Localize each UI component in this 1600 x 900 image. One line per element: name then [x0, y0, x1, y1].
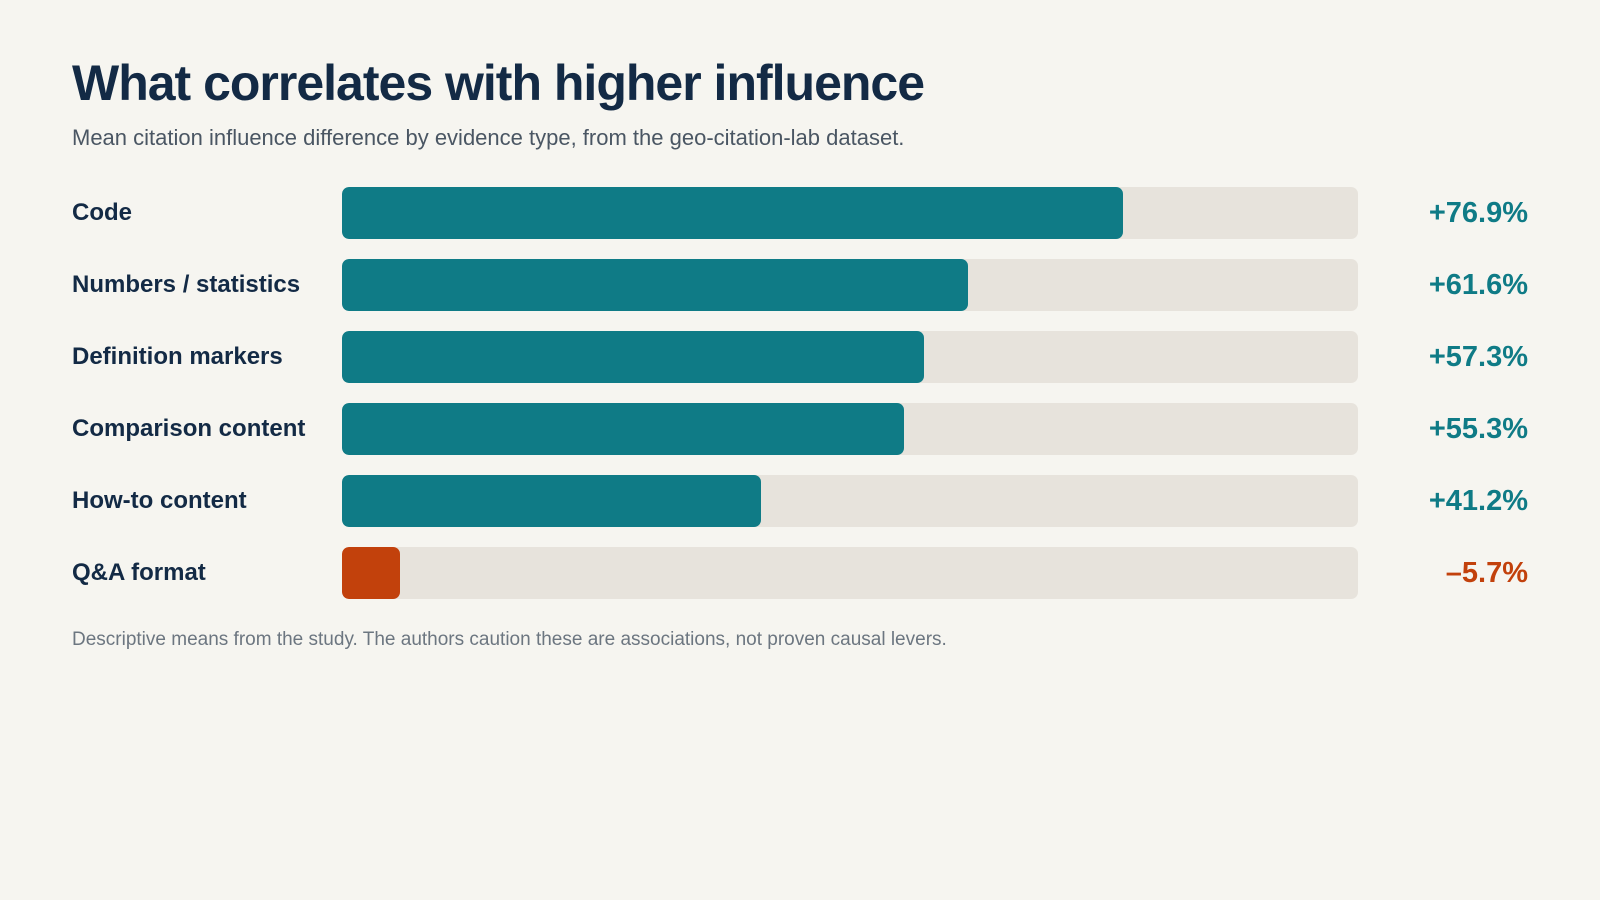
category-label: How-to content: [72, 487, 247, 514]
bar-track: [342, 259, 1358, 311]
bar-track: [342, 331, 1358, 383]
bar: [342, 187, 1124, 239]
chart-footnote: Descriptive means from the study. The au…: [72, 629, 947, 650]
bar-row: Code +76.9%: [72, 187, 1528, 239]
bar: [342, 547, 400, 599]
bar-row: Comparison content +55.3%: [72, 403, 1528, 455]
bar-row: Definition markers +57.3%: [72, 331, 1528, 383]
chart-title: What correlates with higher influence: [72, 55, 925, 111]
bar-row: How-to content +41.2%: [72, 475, 1528, 527]
value-label: –5.7%: [1445, 557, 1528, 589]
category-label: Definition markers: [72, 343, 283, 370]
value-label: +76.9%: [1428, 197, 1528, 229]
category-label: Code: [72, 199, 132, 226]
bar-row: Q&A format –5.7%: [72, 547, 1528, 599]
bar-track: [342, 403, 1358, 455]
chart-subtitle: Mean citation influence difference by ev…: [72, 125, 905, 150]
bar: [342, 403, 904, 455]
bar-chart: Code +76.9% Numbers / statistics +61.6% Defi…: [72, 187, 1528, 619]
category-label: Comparison content: [72, 415, 306, 442]
bar: [342, 259, 968, 311]
bar-track: [342, 187, 1358, 239]
category-label: Q&A format: [72, 559, 206, 586]
value-label: +57.3%: [1428, 341, 1528, 373]
category-label: Numbers / statistics: [72, 271, 301, 298]
bar-track: [342, 547, 1358, 599]
bar: [342, 331, 925, 383]
bar-row: Numbers / statistics +61.6%: [72, 259, 1528, 311]
bar: [342, 475, 761, 527]
value-label: +61.6%: [1428, 269, 1528, 301]
value-label: +55.3%: [1428, 413, 1528, 445]
bar-track: [342, 475, 1358, 527]
value-label: +41.2%: [1428, 485, 1528, 517]
